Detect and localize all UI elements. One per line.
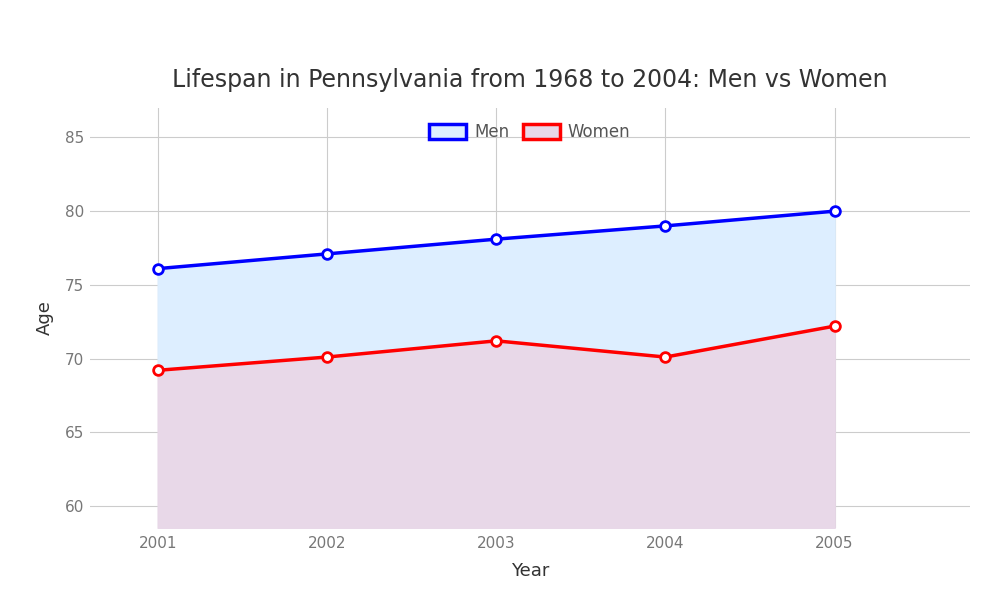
Y-axis label: Age: Age [36,301,54,335]
Legend: Men, Women: Men, Women [423,116,637,148]
Title: Lifespan in Pennsylvania from 1968 to 2004: Men vs Women: Lifespan in Pennsylvania from 1968 to 20… [172,68,888,92]
X-axis label: Year: Year [511,562,549,580]
